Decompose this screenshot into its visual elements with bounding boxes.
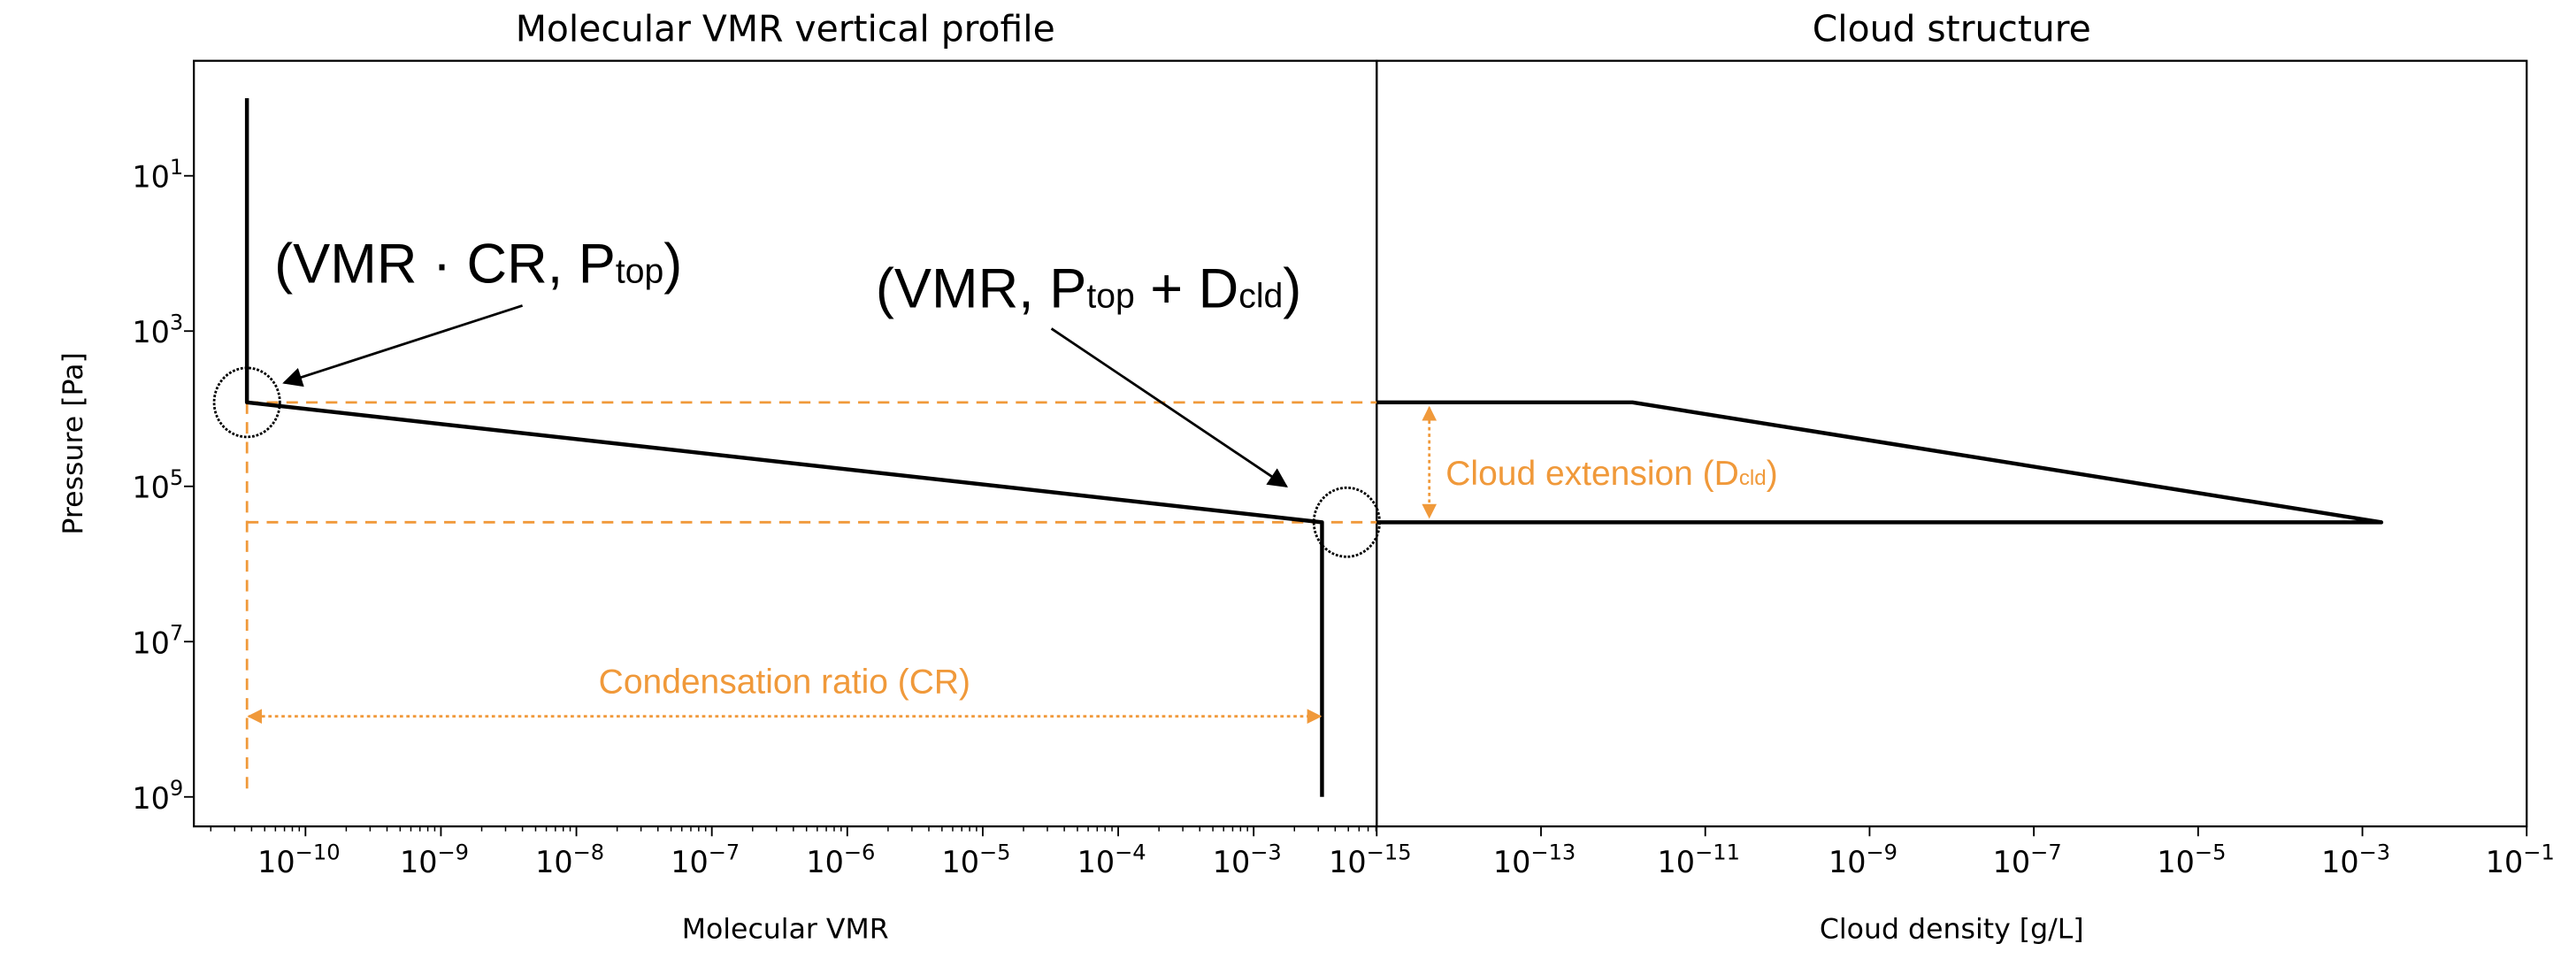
y-tick-label: 103 [132, 310, 183, 349]
x-tick-label: 10−3 [1213, 840, 1282, 879]
x-tick-label: 10−9 [400, 840, 469, 879]
y-tick-label: 105 [132, 465, 183, 505]
y-axis-label: Pressure [Pa] [58, 352, 89, 534]
x-tick-label: 10−5 [941, 840, 1010, 879]
vmr-profile-line [244, 98, 1324, 797]
ptop-marker-circle [212, 366, 281, 439]
x-tick-label: 10−5 [2157, 840, 2226, 879]
cloud-extension-label: Cloud extension (Dcld) [1445, 455, 1777, 493]
annotation-arrow [1050, 327, 1288, 487]
x-tick-label: 10−1 [2486, 840, 2555, 879]
x-tick-label: 10−3 [2321, 840, 2390, 879]
cloud-density-line [1376, 400, 2384, 525]
x-tick-label: 10−15 [1329, 840, 1411, 879]
right-axes-frame [1376, 59, 2528, 828]
y-tick-label: 109 [132, 776, 183, 816]
x-tick-label: 10−6 [806, 840, 875, 879]
annotation-arrow [282, 304, 524, 387]
pbottom-marker-circle [1312, 486, 1381, 558]
right-x-axis-label: Cloud density [g/L] [1820, 913, 2084, 945]
x-tick-label: 10−11 [1658, 840, 1740, 879]
y-tick-label: 107 [132, 620, 183, 660]
x-tick-label: 10−13 [1493, 840, 1576, 879]
condensation-ratio-label: Condensation ratio (CR) [599, 664, 970, 702]
x-tick-label: 10−10 [257, 840, 340, 879]
x-tick-label: 10−4 [1077, 840, 1146, 879]
y-tick-label: 101 [132, 155, 183, 195]
ptop-annotation: (VMR · CR, Ptop) [274, 233, 682, 295]
x-tick-label: 10−8 [535, 840, 604, 879]
right-chart-title: Cloud structure [1813, 7, 2091, 50]
x-tick-label: 10−9 [1828, 840, 1898, 879]
x-tick-label: 10−7 [1993, 840, 2062, 879]
left-axes-frame [193, 59, 1378, 828]
pbottom-annotation: (VMR, Ptop + Dcld) [876, 257, 1301, 319]
x-tick-label: 10−7 [671, 840, 740, 879]
left-x-axis-label: Molecular VMR [682, 913, 889, 945]
left-chart-title: Molecular VMR vertical profile [516, 7, 1055, 50]
